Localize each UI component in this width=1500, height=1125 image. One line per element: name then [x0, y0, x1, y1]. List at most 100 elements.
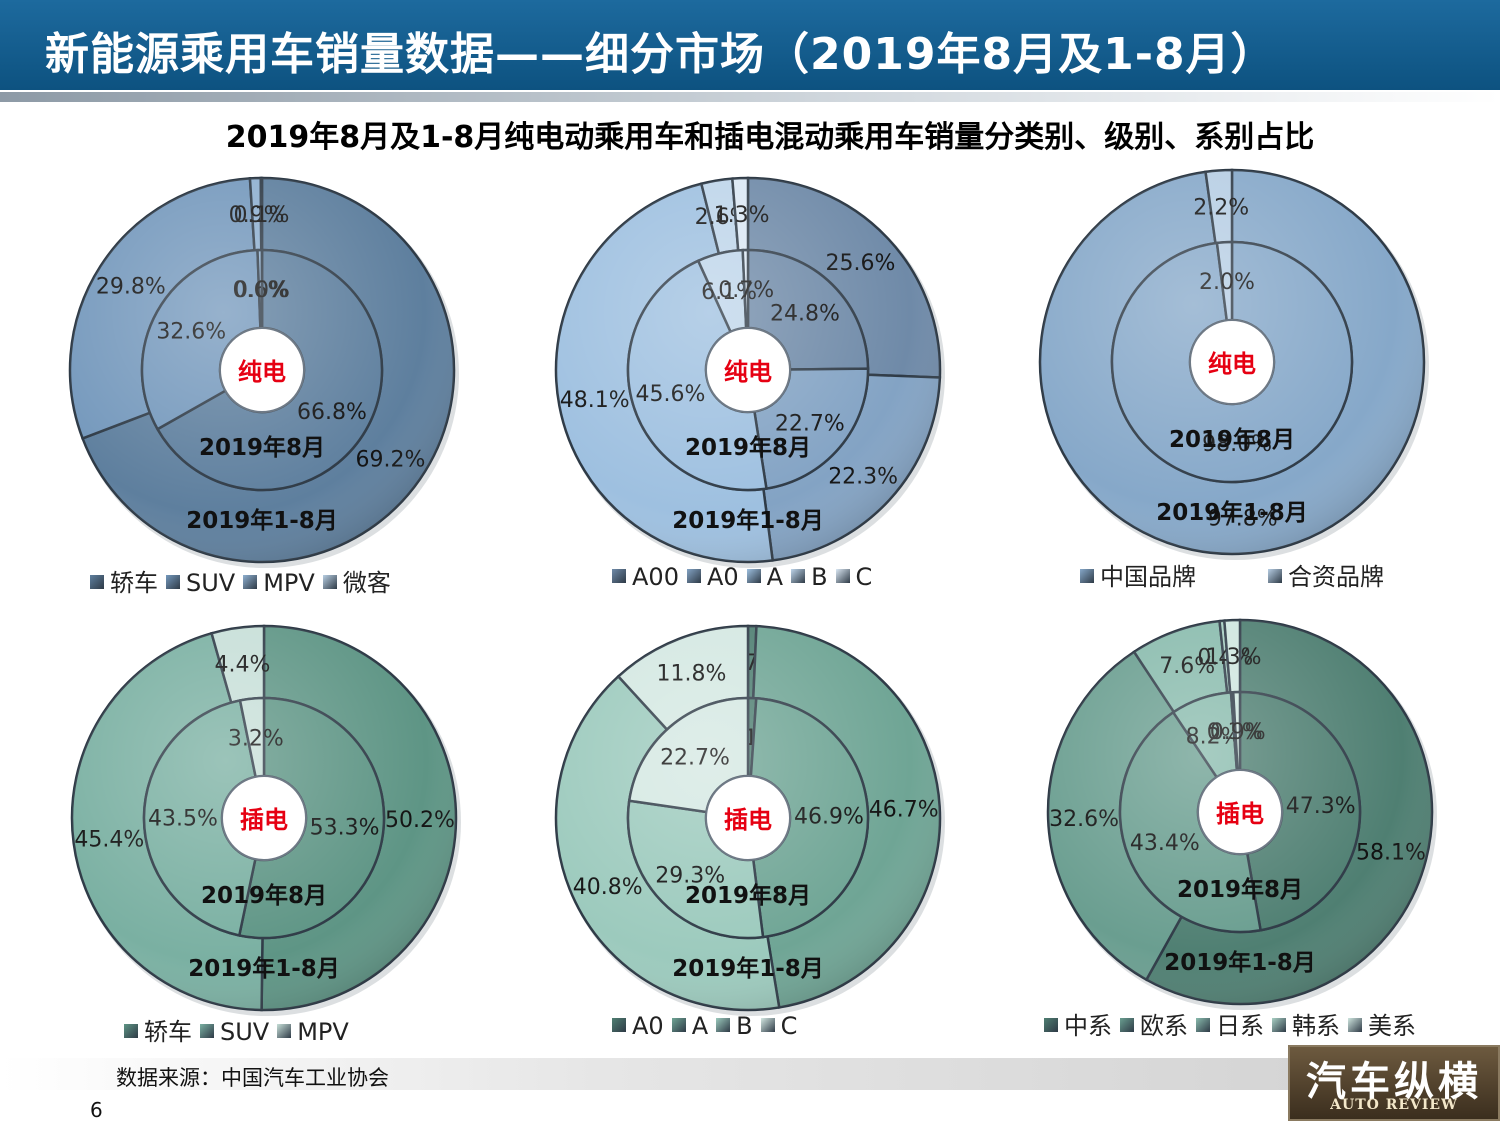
legend-phev-origin: 中系 欧系 日系 韩系 美系: [1044, 1006, 1424, 1041]
data-label-bev-origin-outer-1: 2.2%: [1193, 195, 1249, 220]
data-label-bev-class-outer-4: 1.3%: [714, 203, 770, 228]
data-label-bev-class-outer-1: 22.3%: [828, 464, 898, 489]
center-label: 纯电: [1208, 350, 1256, 378]
legend-swatch: [277, 1024, 292, 1038]
donut-phev-origin: 58.1%32.6%7.6%0.4%1.3%47.3%43.4%8.2%0.3%…: [1046, 618, 1437, 1010]
logo-text: 汽车纵横: [1306, 1059, 1482, 1105]
legend-swatch: [716, 1018, 731, 1032]
data-label-phev-origin-inner-0: 47.3%: [1286, 794, 1356, 819]
data-label-bev-category-inner-1: 32.6%: [156, 320, 226, 345]
data-label-phev-class-outer-2: 40.8%: [573, 875, 643, 900]
data-label-bev-class-inner-0: 24.8%: [770, 301, 840, 326]
data-label-phev-class-inner-1: 46.9%: [794, 805, 864, 830]
logo-subtext: AUTO REVIEW: [1330, 1097, 1458, 1113]
legend-item: 微客: [322, 563, 391, 598]
donut-phev-category: 50.2% 45.4% 4.4% 53.3% 43.5% 3.2% 插电 2019年8月 201…: [70, 624, 461, 1016]
donut-center: [705, 775, 791, 861]
legend-label: 日系: [1216, 1012, 1264, 1040]
legend-label: A0: [632, 1012, 664, 1040]
data-label-phev-category-outer-1: 45.4%: [74, 828, 144, 853]
legend-item: 韩系: [1272, 1006, 1340, 1041]
data-label-bev-category-outer-0: 69.2%: [356, 447, 426, 472]
outer-ring-label: 2019年1-8月: [188, 955, 340, 982]
donut-center: [219, 327, 305, 413]
legend-item: A0: [612, 1012, 664, 1040]
legend-item: 合资品牌: [1268, 557, 1384, 592]
legend-label: A00: [632, 563, 679, 591]
legend-label: 中系: [1064, 1012, 1112, 1040]
center-label: 纯电: [238, 358, 286, 386]
header-divider: [0, 92, 1500, 102]
legend-swatch: [612, 1018, 626, 1032]
legend-swatch: [1080, 569, 1094, 583]
legend-item: 美系: [1348, 1006, 1416, 1041]
data-label-phev-category-inner-0: 53.3%: [310, 815, 380, 840]
legend-phev-class: A0 A B C: [612, 1012, 805, 1040]
donut-bev-class: 25.6%22.3%48.1%2.6%1.3%24.8%22.7%45.6%6.…: [554, 176, 945, 568]
legend-swatch: [1272, 1018, 1286, 1032]
legend-item: MPV: [277, 1018, 349, 1046]
legend-label: MPV: [297, 1018, 349, 1046]
outer-ring-label: 2019年1-8月: [1164, 949, 1316, 976]
legend-label: 合资品牌: [1288, 563, 1384, 591]
legend-swatch: [243, 575, 258, 589]
center-label: 插电: [1216, 800, 1264, 828]
legend-swatch: [760, 1018, 775, 1032]
data-label-bev-category-inner-3: 0.0%: [234, 278, 290, 303]
data-label-phev-origin-inner-4: 0.9%: [1210, 720, 1266, 745]
legend-label: C: [780, 1012, 798, 1040]
legend-swatch: [835, 569, 850, 583]
data-label-bev-class-outer-2: 48.1%: [560, 388, 630, 413]
legend-item: 轿车: [90, 563, 158, 598]
legend-swatch: [612, 569, 626, 583]
page-number: 6: [90, 1098, 103, 1122]
legend-swatch: [90, 575, 104, 589]
autoreview-logo: 汽车纵横 AUTO REVIEW: [1288, 1045, 1500, 1121]
legend-label: 美系: [1368, 1012, 1416, 1040]
legend-item: MPV: [243, 569, 315, 597]
legend-label: A0: [706, 563, 739, 591]
legend-item: A0: [686, 563, 739, 591]
legend-label: 微客: [342, 569, 391, 597]
donut-phev-class: 0.7%46.7%40.8%11.8%1.1%46.9%29.3%22.7%插电…: [554, 624, 945, 1016]
legend-swatch: [1348, 1018, 1362, 1032]
legend-label: 欧系: [1140, 1012, 1188, 1040]
donut-center: [705, 327, 791, 413]
data-label-bev-class-outer-0: 25.6%: [826, 251, 896, 276]
legend-item: SUV: [166, 569, 235, 597]
legend-item: A: [671, 1012, 708, 1040]
legend-label: 轿车: [110, 569, 158, 597]
data-label-bev-class-inner-2: 45.6%: [635, 382, 705, 407]
outer-ring-label: 2019年1-8月: [672, 507, 824, 534]
legend-phev-category: 轿车 SUV MPV: [124, 1012, 357, 1047]
legend-item: C: [760, 1012, 798, 1040]
center-label: 插电: [240, 806, 288, 834]
legend-bev-origin: 中国品牌 合资品牌: [1080, 557, 1392, 592]
legend-swatch: [1196, 1018, 1210, 1032]
data-label-bev-category-outer-3: 0.1%: [234, 203, 290, 228]
inner-ring-label: 2019年8月: [685, 434, 811, 461]
legend-label: 中国品牌: [1100, 563, 1196, 591]
center-label: 插电: [724, 806, 772, 834]
inner-ring-label: 2019年8月: [201, 882, 327, 909]
outer-ring-label: 2019年1-8月: [186, 507, 338, 534]
data-label-phev-origin-outer-0: 58.1%: [1356, 840, 1426, 865]
legend-swatch: [686, 569, 701, 583]
legend-label: 轿车: [144, 1018, 192, 1046]
data-label-bev-category-outer-1: 29.8%: [96, 275, 166, 300]
legend-item: B: [716, 1012, 753, 1040]
donut-bev-category: 69.2%29.8%0.9%0.1%66.8%32.6%0.6%0.0%纯电20…: [68, 176, 459, 568]
data-label-phev-class-outer-3: 11.8%: [657, 662, 727, 687]
data-label-phev-origin-outer-4: 1.3%: [1206, 645, 1262, 670]
legend-swatch: [1268, 569, 1282, 583]
data-label-phev-category-outer-0: 50.2%: [385, 808, 455, 833]
legend-label: A: [766, 563, 784, 591]
data-source: 数据来源：中国汽车工业协会: [116, 1066, 389, 1090]
legend-swatch: [746, 569, 761, 583]
legend-label: B: [811, 563, 828, 591]
data-label-bev-class-inner-1: 22.7%: [775, 411, 845, 436]
legend-swatch: [671, 1018, 686, 1032]
legend-item: 欧系: [1120, 1006, 1188, 1041]
center-label: 纯电: [724, 358, 772, 386]
